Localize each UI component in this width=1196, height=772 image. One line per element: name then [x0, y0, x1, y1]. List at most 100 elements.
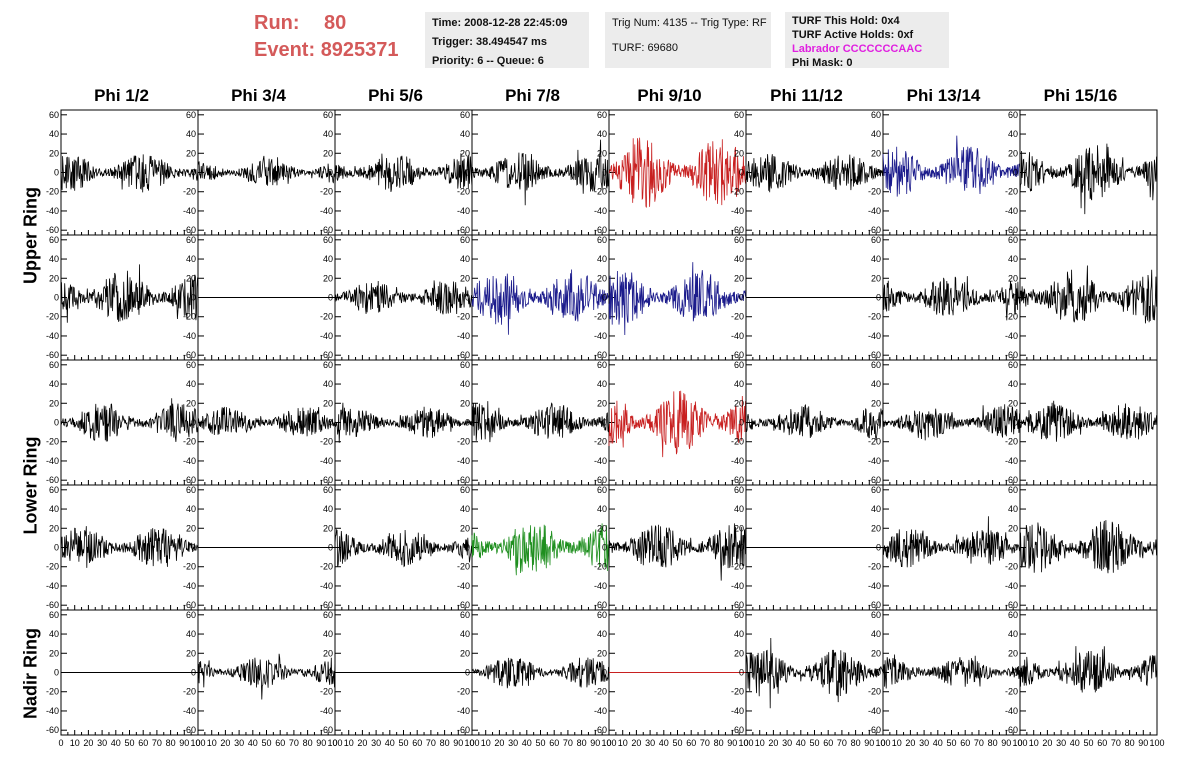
y-tick-label: 0: [739, 168, 744, 178]
y-tick-label: 60: [1008, 235, 1018, 245]
y-tick-label: -20: [457, 562, 470, 572]
y-tick-label: 0: [465, 543, 470, 553]
y-tick-label: 20: [323, 398, 333, 408]
turf-this-hold: TURF This Hold: 0x4: [792, 15, 900, 27]
y-tick-label: -60: [46, 350, 59, 360]
y-tick-label: 20: [597, 148, 607, 158]
y-tick-label: 40: [323, 629, 333, 639]
x-tick-label: 100: [190, 738, 205, 748]
waveform-trace: [1019, 143, 1158, 215]
waveform-trace: [1019, 520, 1158, 574]
y-tick-label: 0: [602, 668, 607, 678]
x-tick-label: 70: [700, 738, 710, 748]
y-tick-label: -60: [46, 225, 59, 235]
y-tick-label: 60: [597, 610, 607, 620]
run-value: 80: [324, 12, 347, 34]
y-tick-label: 20: [1008, 398, 1018, 408]
y-tick-label: 60: [1008, 360, 1018, 370]
trigger-text: Trigger: 38.494547 ms: [432, 36, 547, 48]
y-tick-label: 60: [1008, 485, 1018, 495]
y-tick-label: -40: [1005, 706, 1018, 716]
x-tick-label: 50: [946, 738, 956, 748]
x-tick-label: 10: [344, 738, 354, 748]
y-tick-label: -60: [731, 475, 744, 485]
y-tick-label: 60: [734, 610, 744, 620]
y-tick-label: -20: [183, 187, 196, 197]
time-info-box: Time: 2008-12-28 22:45:09 Trigger: 38.49…: [425, 12, 589, 68]
y-tick-label: -60: [183, 725, 196, 735]
y-tick-label: 0: [739, 293, 744, 303]
y-tick-label: 40: [597, 129, 607, 139]
y-tick-label: -20: [46, 687, 59, 697]
x-tick-label: 80: [851, 738, 861, 748]
labrador-text: Labrador CCCCCCCAAC: [792, 43, 923, 55]
y-tick-label: 0: [739, 543, 744, 553]
y-tick-label: -20: [868, 437, 881, 447]
y-tick-label: -60: [457, 725, 470, 735]
x-tick-label: 0: [743, 738, 748, 748]
column-header: Phi 11/12: [770, 86, 843, 105]
y-tick-label: 40: [871, 129, 881, 139]
y-tick-label: 20: [871, 398, 881, 408]
y-tick-label: 20: [871, 523, 881, 533]
y-tick-label: 60: [49, 610, 59, 620]
waveform-trace: [882, 276, 1021, 321]
x-tick-label: 20: [631, 738, 641, 748]
x-tick-label: 40: [933, 738, 943, 748]
x-tick-label: 90: [316, 738, 326, 748]
y-tick-label: 20: [871, 273, 881, 283]
y-tick-label: -20: [594, 312, 607, 322]
waveform-trace: [197, 406, 336, 437]
x-tick-label: 80: [988, 738, 998, 748]
y-tick-label: -60: [183, 225, 196, 235]
y-tick-label: 0: [54, 668, 59, 678]
y-tick-label: 60: [49, 360, 59, 370]
waveform-trace: [60, 154, 199, 193]
x-tick-label: 0: [880, 738, 885, 748]
x-tick-label: 100: [738, 738, 753, 748]
y-tick-label: -20: [1005, 687, 1018, 697]
x-tick-label: 20: [220, 738, 230, 748]
waveform-trace: [334, 280, 473, 315]
y-tick-label: -20: [320, 312, 333, 322]
waveform-trace: [471, 139, 610, 206]
x-tick-label: 80: [1125, 738, 1135, 748]
y-tick-label: 20: [1008, 523, 1018, 533]
x-tick-label: 40: [796, 738, 806, 748]
turf-active-holds: TURF Active Holds: 0xf: [792, 29, 914, 41]
y-tick-label: -40: [457, 331, 470, 341]
y-tick-label: 20: [460, 148, 470, 158]
y-tick-label: -20: [46, 562, 59, 572]
x-tick-label: 10: [1029, 738, 1039, 748]
x-tick-label: 80: [303, 738, 313, 748]
y-tick-label: 0: [1013, 668, 1018, 678]
y-tick-label: 40: [1008, 254, 1018, 264]
y-tick-label: 60: [460, 485, 470, 495]
turf-text: TURF: 69680: [612, 42, 679, 54]
y-tick-label: -20: [868, 312, 881, 322]
y-tick-label: -20: [594, 687, 607, 697]
x-tick-label: 40: [248, 738, 258, 748]
y-tick-label: 40: [734, 504, 744, 514]
y-tick-label: 40: [1008, 379, 1018, 389]
y-tick-label: -60: [594, 350, 607, 360]
y-tick-label: 60: [460, 235, 470, 245]
y-tick-label: -20: [457, 187, 470, 197]
x-tick-label: 20: [905, 738, 915, 748]
x-tick-label: 100: [464, 738, 479, 748]
y-tick-label: -40: [868, 456, 881, 466]
x-tick-label: 50: [261, 738, 271, 748]
y-tick-label: 20: [597, 523, 607, 533]
y-tick-label: 0: [54, 293, 59, 303]
x-tick-label: 90: [727, 738, 737, 748]
phi-mask-text: Phi Mask: 0: [792, 57, 853, 69]
y-tick-label: 0: [876, 543, 881, 553]
y-tick-label: 60: [734, 235, 744, 245]
x-tick-label: 0: [195, 738, 200, 748]
y-tick-label: -40: [46, 331, 59, 341]
waveform-trace: [1019, 400, 1158, 442]
waveform-trace: [197, 155, 336, 186]
y-tick-label: 20: [186, 273, 196, 283]
waveform-trace: [882, 516, 1021, 568]
y-tick-label: -60: [594, 225, 607, 235]
